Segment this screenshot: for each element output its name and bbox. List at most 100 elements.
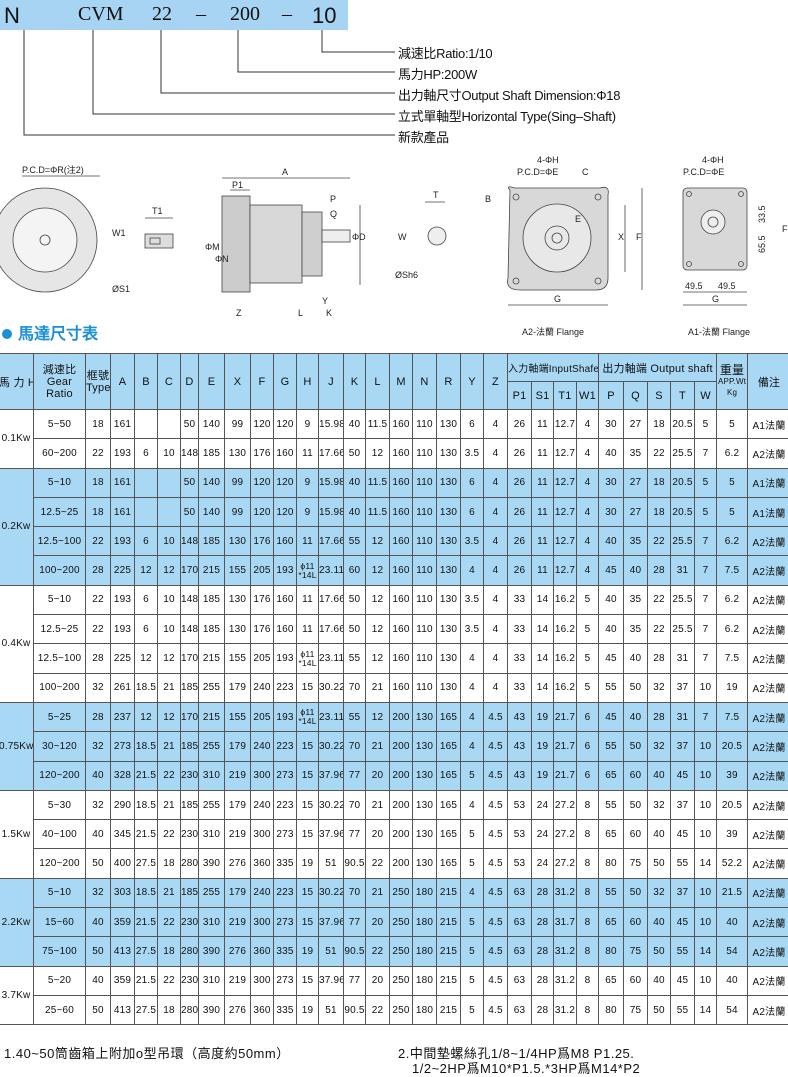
table-cell: 15.98 bbox=[318, 408, 344, 440]
table-cell: 110 bbox=[412, 526, 437, 557]
table-cell: 6 bbox=[576, 760, 599, 791]
label-a2-x: X bbox=[618, 232, 624, 242]
table-cell: 165 bbox=[436, 760, 461, 791]
label-t: T bbox=[433, 190, 439, 200]
table-cell: 50 bbox=[180, 496, 199, 528]
table-cell: 24 bbox=[531, 819, 554, 850]
table-cell: 40 bbox=[623, 555, 648, 586]
table-cell: 5 bbox=[693, 467, 718, 498]
table-cell: 25.5 bbox=[670, 438, 695, 469]
table-cell: 161 bbox=[110, 496, 135, 528]
table-cell: 7 bbox=[693, 526, 718, 557]
table-cell: 75 bbox=[623, 936, 648, 967]
table-cell: 280 bbox=[180, 848, 199, 879]
a1-flange-caption: A1-法蘭 Flange bbox=[688, 326, 750, 337]
table-cell: 20.5 bbox=[670, 496, 695, 528]
table-cell: 215 bbox=[436, 994, 461, 1026]
table-cell: 5~20 bbox=[33, 965, 86, 996]
table-cell: 15 bbox=[296, 907, 319, 938]
table-cell: 50 bbox=[623, 672, 648, 703]
table-cell: 148 bbox=[180, 584, 199, 616]
table-cell: 30 bbox=[598, 467, 624, 498]
table-cell: 16.2 bbox=[553, 584, 577, 616]
table-cell: 30 bbox=[598, 496, 624, 528]
table-cell: 12 bbox=[365, 526, 390, 557]
header-t1: T1 bbox=[553, 381, 577, 410]
table-cell: 40 bbox=[343, 408, 366, 440]
table-cell: 5 bbox=[460, 760, 484, 791]
table-cell: 77 bbox=[343, 965, 366, 996]
label-a1-49-5: 49.5 bbox=[718, 281, 736, 291]
table-cell: 27 bbox=[623, 467, 648, 498]
table-cell: 230 bbox=[180, 760, 199, 791]
table-cell: 12 bbox=[365, 643, 390, 674]
legend-power: 馬力HP:200W bbox=[398, 67, 477, 82]
table-cell: 22 bbox=[647, 526, 671, 557]
section-title-text: 馬達尺寸表 bbox=[18, 326, 99, 343]
label-a1-33-5: 33.5 bbox=[757, 205, 767, 223]
table-cell: 215 bbox=[198, 643, 225, 674]
table-cell bbox=[134, 467, 158, 498]
table-cell: 6.2 bbox=[716, 614, 749, 645]
table-cell: 219 bbox=[224, 819, 251, 850]
table-cell: 9 bbox=[296, 496, 319, 528]
table-cell: 14 bbox=[693, 936, 718, 967]
table-cell: 55 bbox=[598, 877, 624, 909]
table-cell: 55 bbox=[670, 936, 695, 967]
table-cell: 22 bbox=[85, 438, 111, 469]
table-cell: 148 bbox=[180, 438, 199, 469]
table-cell: 6 bbox=[576, 701, 599, 733]
code-dash: – bbox=[282, 3, 292, 25]
table-cell: 359 bbox=[110, 907, 135, 938]
table-cell: 50 bbox=[85, 994, 111, 1026]
table-cell: A2法蘭 bbox=[747, 584, 788, 616]
table-cell: 4.5 bbox=[483, 848, 508, 879]
table-cell: 63 bbox=[507, 907, 532, 938]
table-cell: 21 bbox=[365, 789, 390, 821]
table-cell: 63 bbox=[507, 877, 532, 909]
table-cell: 18 bbox=[647, 496, 671, 528]
table-cell: 40 bbox=[716, 965, 749, 996]
table-cell: 4.5 bbox=[483, 965, 508, 996]
table-cell: 335 bbox=[273, 994, 297, 1026]
table-cell: 19 bbox=[296, 848, 319, 879]
table-row: 60~200 22 193 6 10 148 185 130 176 160 11 17.66 50 12… bbox=[0, 438, 788, 469]
header-output-shaft: 出力軸端 Output shaft bbox=[597, 353, 718, 382]
table-cell: 4.5 bbox=[483, 760, 508, 791]
table-cell: 19 bbox=[531, 731, 554, 762]
table-cell: 225 bbox=[110, 555, 135, 586]
table-cell: 50 bbox=[623, 877, 648, 909]
table-cell: 5~25 bbox=[33, 701, 86, 733]
label-p: P bbox=[330, 194, 336, 204]
table-cell: 160 bbox=[273, 584, 297, 616]
table-cell: 45 bbox=[598, 701, 624, 733]
header-w1: W1 bbox=[576, 381, 599, 410]
table-cell: 130 bbox=[436, 526, 461, 557]
table-cell: 19 bbox=[531, 701, 554, 733]
table-cell: 30.22 bbox=[318, 731, 344, 762]
table-cell: 160 bbox=[389, 555, 413, 586]
table-cell: 219 bbox=[224, 760, 251, 791]
table-cell: 4 bbox=[460, 877, 484, 909]
table-cell: 5 bbox=[716, 408, 749, 440]
table-cell: A1法蘭 bbox=[747, 467, 788, 498]
table-cell: 22 bbox=[365, 848, 390, 879]
table-cell: 310 bbox=[198, 907, 225, 938]
table-cell: 200 bbox=[389, 731, 413, 762]
table-cell: 219 bbox=[224, 907, 251, 938]
table-cell: 273 bbox=[110, 731, 135, 762]
hp-cell: 1.5Kw bbox=[0, 789, 34, 879]
table-cell: 223 bbox=[273, 877, 297, 909]
table-cell: 250 bbox=[389, 936, 413, 967]
table-cell: 176 bbox=[250, 614, 274, 645]
table-cell: 65 bbox=[598, 819, 624, 850]
table-cell: 255 bbox=[198, 672, 225, 703]
table-cell: 55 bbox=[343, 701, 366, 733]
table-cell: 6 bbox=[460, 467, 484, 498]
header-s1: S1 bbox=[531, 381, 554, 410]
hp-cell: 3.7Kw bbox=[0, 965, 34, 1026]
table-cell bbox=[157, 467, 181, 498]
table-cell: 360 bbox=[250, 848, 274, 879]
header-hp: 馬 力 HP bbox=[0, 353, 34, 410]
table-cell: 4.5 bbox=[483, 907, 508, 938]
